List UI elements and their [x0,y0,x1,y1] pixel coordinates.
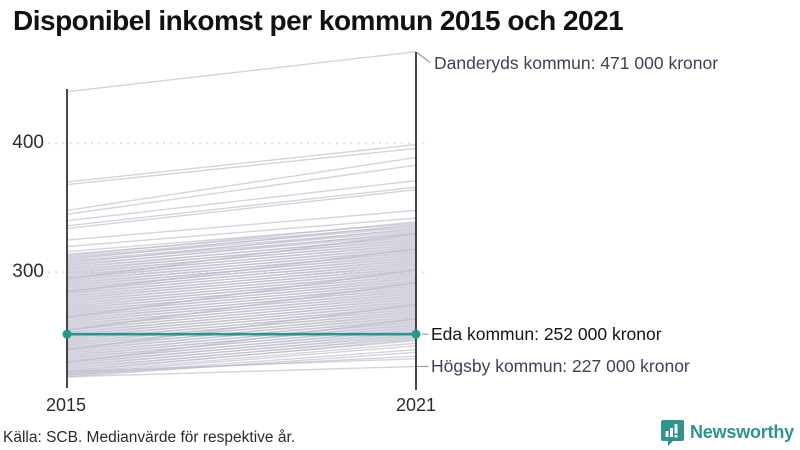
municipality-line [66,330,417,365]
municipality-line [66,315,417,350]
municipality-line [66,221,417,257]
municipality-line [66,248,417,283]
municipality-line [66,338,417,373]
x-axis-label-2015: 2015 [45,395,87,415]
municipality-line [66,256,417,290]
bar-chart-speech-bubble-icon [660,420,684,446]
municipality-line [66,232,417,280]
municipality-line [66,51,417,93]
municipality-line [66,231,417,267]
municipality-line [66,209,417,241]
municipality-line [66,336,417,370]
municipality-line [66,147,417,186]
municipality-line [66,227,417,264]
highlight-point-2021 [411,329,421,339]
municipality-line [66,143,417,183]
municipality-line [66,318,417,364]
y-axis-tick-400: 400 [12,132,44,153]
municipality-line [66,358,417,373]
highlight-point-2015 [62,329,72,339]
municipality-line [66,223,417,261]
annotation-danderyd: Danderyds kommun: 471 000 kronor [434,53,719,73]
chart-title: Disponibel inkomst per kommun 2015 och 2… [13,5,624,36]
municipality-line [66,269,417,303]
municipality-line [66,261,417,295]
municipality-line [66,274,417,308]
municipality-line [66,333,417,368]
leader-danderyd [416,52,431,63]
municipality-line [66,279,417,313]
municipality-line [66,186,417,227]
municipality-line [66,238,417,272]
municipality-line [66,250,417,285]
municipality-line [66,365,417,378]
municipality-line [66,266,417,301]
source-note: Källa: SCB. Medianvärde för respektive å… [3,429,296,446]
municipality-line [66,312,417,347]
municipality-line [66,325,417,360]
municipality-line [66,240,417,275]
municipality-line [66,180,417,222]
municipality-line [66,287,417,321]
municipality-line [66,302,417,337]
municipality-line [66,299,417,334]
municipality-line [66,281,417,332]
municipality-line [66,258,417,293]
x-axis-label-2021: 2021 [395,395,437,415]
municipality-line [66,305,417,339]
municipality-line [66,217,417,248]
municipality-line [66,248,417,293]
annotation-hogsby: Högsby kommun: 227 000 kronor [431,356,690,376]
newsworthy-logo: Newsworthy [660,419,794,446]
municipality-line [66,303,417,351]
municipality-line [66,189,417,230]
municipality-line [66,342,417,374]
municipality-line [66,269,417,319]
municipality-line [66,164,417,215]
municipality-line [66,292,417,326]
annotation-eda: Eda kommun: 252 000 kronor [431,324,662,344]
municipality-line [66,156,417,212]
y-axis-tick-300: 300 [12,261,44,282]
municipality-line [66,263,417,298]
brand-wordmark: Newsworthy [689,422,794,442]
municipality-line [66,245,417,280]
municipality-line [66,297,417,332]
